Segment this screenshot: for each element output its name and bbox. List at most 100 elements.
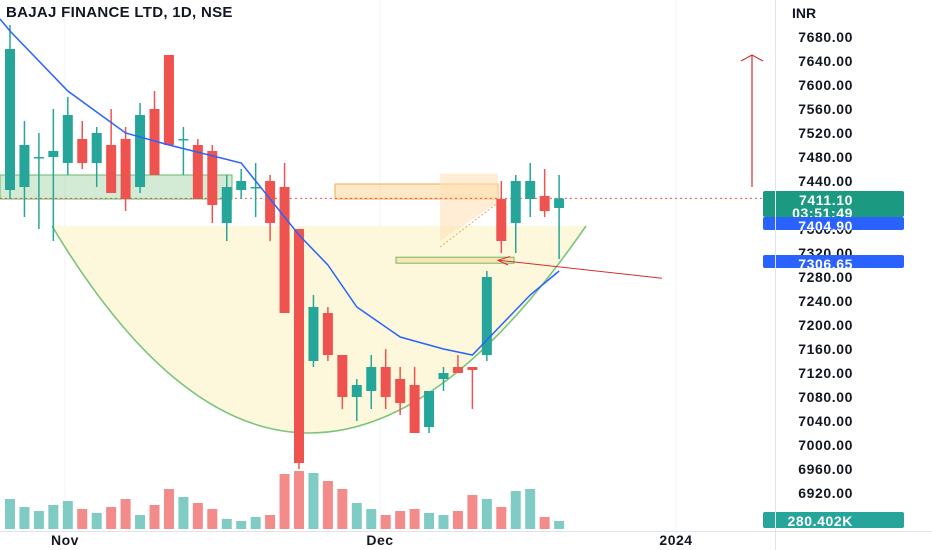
volume-bars <box>5 471 565 529</box>
volume-bar <box>294 471 304 529</box>
volume-bar <box>337 489 348 529</box>
time-label: Dec <box>366 532 393 548</box>
candle-body <box>91 133 102 163</box>
candle-body <box>395 379 406 403</box>
candle-body <box>192 145 203 199</box>
candle-body <box>539 196 550 211</box>
price-tick-label: 6920.00 <box>798 485 853 501</box>
candle-body <box>294 229 304 463</box>
candle-body <box>308 307 319 361</box>
candle-body <box>19 145 30 187</box>
price-tick-label: 7560.00 <box>798 101 853 117</box>
candle-body <box>467 367 478 370</box>
candle-body <box>5 49 15 190</box>
volume-bar <box>438 515 449 529</box>
cup-pattern <box>51 225 587 434</box>
volume-bar <box>62 501 73 529</box>
moving-average <box>0 18 560 356</box>
annotations <box>496 54 764 279</box>
flag-dotted-line <box>439 202 499 248</box>
volume-bar <box>496 507 507 529</box>
cup-fill <box>52 226 586 433</box>
volume-bar <box>106 507 117 529</box>
volume-bar <box>510 491 521 529</box>
price-tick-label: 7640.00 <box>798 53 853 69</box>
candle-body <box>178 139 189 141</box>
moving-average-line <box>0 18 560 356</box>
volume-bar <box>395 511 406 529</box>
time-label: 2024 <box>659 532 692 548</box>
volume-bar <box>91 513 102 529</box>
price-tick-label: 7040.00 <box>798 413 853 429</box>
volume-bar <box>207 509 218 529</box>
candle-body <box>48 151 59 157</box>
candle-body <box>250 187 261 189</box>
candle-body <box>351 385 362 397</box>
lower-zone <box>395 256 515 264</box>
candle-body <box>481 277 492 355</box>
volume-bar <box>525 489 536 529</box>
candle-body <box>380 367 391 397</box>
time-axis[interactable]: Nov Dec 2024 <box>51 532 693 548</box>
volume-bar <box>366 509 377 529</box>
volume-bar <box>5 499 15 529</box>
volume-bar <box>149 505 160 529</box>
volume-bar <box>380 515 391 529</box>
flag-zone <box>440 173 498 241</box>
price-tick-label: 7240.00 <box>798 293 853 309</box>
volume-bar <box>539 517 550 529</box>
last-price-badge-text: 7411.10 <box>799 192 853 208</box>
level-1-badge-text: 7404.90 <box>798 218 853 234</box>
volume-bar <box>554 521 565 529</box>
price-tick-label: 7080.00 <box>798 389 853 405</box>
candle-body <box>554 198 565 208</box>
candle-body <box>120 139 131 199</box>
level-2-badge-text: 7306.65 <box>798 256 853 272</box>
level-1-badge-bg <box>763 217 904 230</box>
price-tick-label: 6960.00 <box>798 461 853 477</box>
price-tick-label: 7000.00 <box>798 437 853 453</box>
volume-bar <box>77 509 88 529</box>
candles-group <box>5 25 565 469</box>
candle-body <box>163 55 174 145</box>
volume-bar <box>409 509 420 529</box>
candle-body <box>77 139 88 163</box>
price-tick-label: 7160.00 <box>798 341 853 357</box>
price-tick-label: 7480.00 <box>798 149 853 165</box>
target-arrow-head <box>740 54 764 62</box>
volume-bar <box>308 473 319 529</box>
pointer-arrow-head <box>496 256 511 266</box>
volume-bar <box>322 481 333 529</box>
price-tick-label: 7280.00 <box>798 269 853 285</box>
candle-body <box>62 115 73 163</box>
volume-bar <box>250 517 261 529</box>
candle-body <box>279 187 290 313</box>
price-tick-label: 7440.00 <box>798 173 853 189</box>
volume-bar <box>178 497 189 529</box>
candle-body <box>322 313 333 355</box>
candle-body <box>452 367 463 373</box>
volume-bar <box>48 505 59 529</box>
candle-body <box>207 151 218 205</box>
time-label: Nov <box>51 532 79 548</box>
last-price-badge-bg <box>763 191 904 217</box>
volume-badge-bg <box>763 512 904 528</box>
volume-bar <box>163 489 174 529</box>
volume-bar <box>33 511 44 529</box>
price-axis-divider <box>775 0 776 550</box>
price-tick-label: 7680.00 <box>798 29 853 45</box>
volume-bar <box>279 474 290 529</box>
candle-body <box>424 391 435 427</box>
candle-body <box>236 181 247 190</box>
pointer-arrow-line <box>497 259 663 279</box>
time-axis-divider <box>0 531 932 532</box>
candle-body <box>33 157 44 159</box>
level-2-badge-bg <box>763 255 904 268</box>
candle-body <box>366 367 377 391</box>
price-tick-label: 7600.00 <box>798 77 853 93</box>
volume-bar <box>452 511 463 529</box>
currency-label[interactable]: INR <box>792 5 817 21</box>
candle-body <box>221 187 232 223</box>
